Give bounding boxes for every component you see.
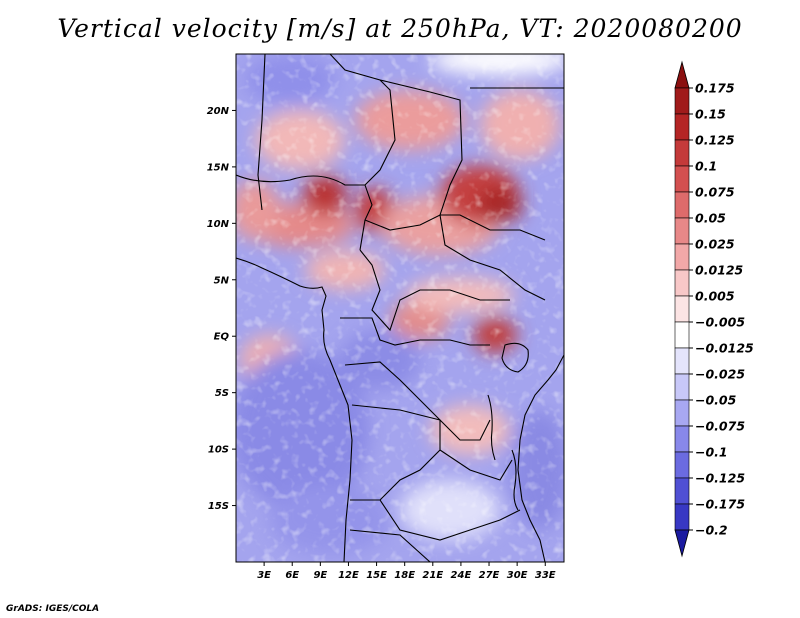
colorbar-segment — [674, 113, 690, 141]
colorbar-label: 0.15 — [695, 107, 726, 122]
lon-tick-label: 15E — [366, 570, 387, 581]
colorbar-label: 0.075 — [695, 185, 735, 200]
colorbar-label: −0.0125 — [695, 341, 754, 356]
lat-tick-label: 5N — [214, 275, 230, 286]
colorbar-segment — [674, 399, 690, 427]
colorbar-segment — [674, 503, 690, 531]
lon-tick-label: 21E — [422, 570, 443, 581]
field-texture — [236, 54, 564, 562]
colorbar-segment — [674, 139, 690, 167]
lat-tick-label: 15S — [208, 501, 229, 512]
colorbar-label: 0.05 — [695, 211, 726, 226]
colorbar-label: −0.075 — [695, 419, 745, 434]
grads-credit: GrADS: IGES/COLA — [6, 604, 100, 614]
lake-malawi — [511, 449, 519, 511]
colorbar-label: 0.025 — [695, 237, 735, 252]
lon-tick-label: 30E — [507, 570, 528, 581]
lon-tick-label: 9E — [313, 570, 327, 581]
boundaries — [236, 54, 564, 562]
colorbar-segment — [674, 191, 690, 219]
colorbar-segment — [674, 373, 690, 401]
colorbar-segment — [674, 165, 690, 193]
colorbar-label: −0.125 — [695, 471, 745, 486]
colorbar-segment — [674, 451, 690, 479]
colorbar-segment — [674, 321, 690, 349]
lon-tick-label: 33E — [535, 570, 556, 581]
colorbar-segment — [674, 425, 690, 453]
longitude-axis: 3E 6E 9E 12E 15E 18E 21E 24E 27E 30E 33E — [257, 562, 556, 581]
lat-tick-label: 20N — [207, 106, 230, 117]
colorbar-label: −0.025 — [695, 367, 745, 382]
plot-frame — [235, 53, 565, 563]
lon-tick-label: 3E — [257, 570, 271, 581]
colorbar-label: 0.1 — [695, 159, 717, 174]
coastline-west — [236, 257, 353, 562]
colorbar-segment — [674, 295, 690, 323]
colorbar-segment — [674, 243, 690, 271]
lake-tanganyika — [487, 394, 496, 461]
colorbar-label: −0.2 — [695, 523, 728, 538]
colorbar-segment — [674, 347, 690, 375]
lat-tick-label: 10N — [207, 219, 230, 230]
lat-tick-label: 10S — [208, 445, 229, 456]
velocity-field — [236, 54, 564, 562]
latitude-axis: 20N 15N 10N 5N EQ 5S 10S 15S — [207, 106, 236, 512]
lon-tick-label: 18E — [394, 570, 415, 581]
colorbar-label: −0.175 — [695, 497, 745, 512]
colorbar-label: −0.1 — [695, 445, 728, 460]
lat-tick-label: EQ — [214, 332, 230, 343]
lon-tick-label: 24E — [451, 570, 472, 581]
colorbar-label: 0.125 — [695, 133, 735, 148]
colorbar-label: 0.175 — [695, 81, 735, 96]
colorbar: 0.175 0.15 0.125 0.1 0.075 0.05 0.025 0.0125 0.0… — [674, 60, 754, 558]
lon-tick-label: 6E — [285, 570, 299, 581]
colorbar-segment — [674, 87, 690, 115]
colorbar-label: 0.0125 — [695, 263, 744, 278]
colorbar-segment — [674, 217, 690, 245]
colorbar-label: −0.05 — [695, 393, 737, 408]
colorbar-min-arrow — [674, 529, 690, 558]
lake-victoria — [501, 342, 529, 373]
colorbar-max-arrow — [674, 60, 690, 89]
lon-tick-label: 12E — [338, 570, 359, 581]
colorbar-label: −0.005 — [695, 315, 745, 330]
map-title: Vertical velocity [m/s] at 250hPa, VT: 2… — [57, 14, 743, 43]
colorbar-segment — [674, 269, 690, 297]
colorbar-segment — [674, 477, 690, 505]
lon-tick-label: 27E — [479, 570, 500, 581]
coastline-east — [517, 354, 564, 562]
lat-tick-label: 5S — [215, 388, 229, 399]
lat-tick-label: 15N — [207, 162, 230, 173]
colorbar-label: 0.005 — [695, 289, 735, 304]
